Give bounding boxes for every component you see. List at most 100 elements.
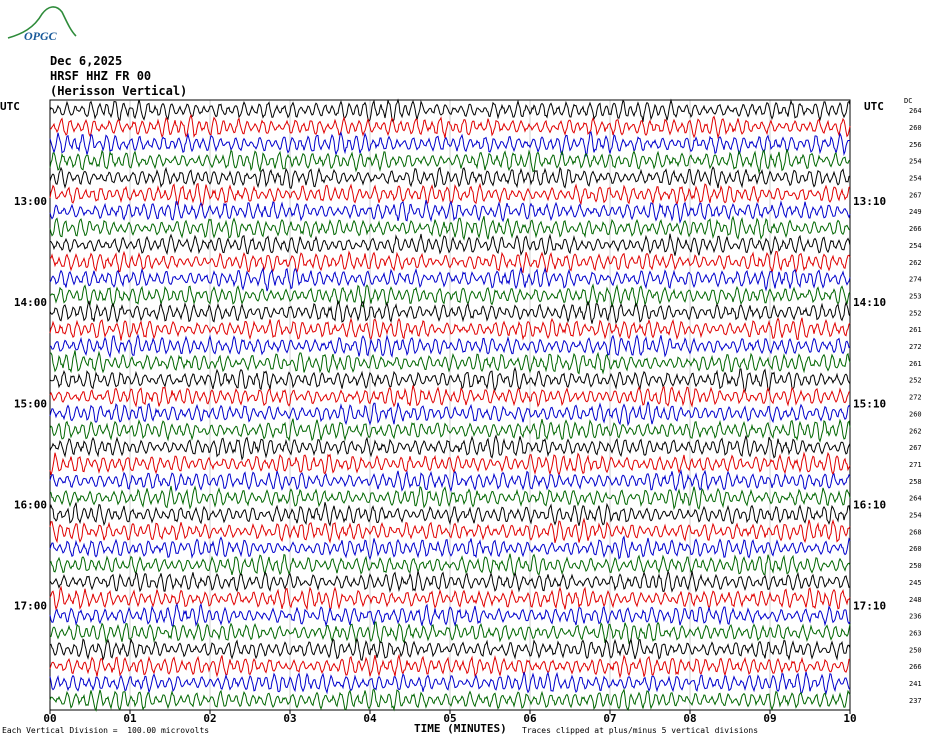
right-hour-label: 13:10 [853, 195, 886, 208]
dc-offset-label: 254 [909, 242, 922, 250]
seismic-trace [49, 317, 851, 341]
seismic-trace [49, 585, 851, 611]
x-tick-label: 04 [363, 712, 377, 725]
logo-text: OPGC [24, 29, 58, 43]
seismic-trace [49, 350, 851, 375]
dc-offset-label: 266 [909, 663, 922, 671]
right-utc-label: UTC [864, 100, 884, 113]
dc-offset-label: 254 [909, 175, 922, 183]
seismic-trace [49, 535, 851, 561]
header-date: Dec 6,2025 [50, 54, 123, 68]
dc-offset-label: 272 [909, 394, 922, 402]
x-tick-label: 07 [603, 712, 616, 725]
x-tick-label: 03 [283, 712, 296, 725]
dc-offset-label: 268 [909, 528, 922, 536]
x-tick-label: 06 [523, 712, 537, 725]
seismic-trace [49, 215, 851, 241]
x-tick-label: 08 [683, 712, 696, 725]
dc-offset-label: 254 [909, 512, 922, 520]
right-hour-label: 15:10 [853, 397, 886, 410]
dc-offset-label: 262 [909, 259, 922, 267]
scale-note: Each Vertical Division = 100.00 microvol… [2, 726, 210, 735]
seismic-trace [49, 299, 851, 325]
x-tick-label: 01 [123, 712, 137, 725]
dc-offset-label: 272 [909, 343, 922, 351]
seismic-trace [49, 517, 851, 544]
dc-offset-label: 264 [909, 495, 922, 503]
dc-offset-label: 267 [909, 191, 922, 199]
seismic-trace [49, 688, 851, 712]
dc-offset-label: 267 [909, 444, 922, 452]
header-station: HRSF HHZ FR 00 [50, 69, 152, 83]
dc-offset-label: 264 [909, 107, 922, 115]
dc-offset-labels: 264 260 256 254 254 267 249 266 254 262 274 253 252 2… [909, 107, 922, 705]
header-description: (Herisson Vertical) [50, 84, 188, 98]
x-axis-title: TIME (MINUTES) [414, 722, 507, 735]
right-hour-label: 16:10 [853, 498, 886, 511]
seismic-trace [49, 401, 851, 427]
seismic-trace [49, 182, 851, 208]
dc-offset-label: 274 [909, 276, 922, 284]
seismic-trace [49, 385, 850, 408]
dc-offset-label: 260 [909, 545, 922, 553]
dc-offset-label: 266 [909, 225, 922, 233]
dc-offset-label: 252 [909, 309, 922, 317]
dc-offset-label: 245 [909, 579, 922, 587]
seismic-trace [49, 149, 851, 175]
right-hour-label: 14:10 [853, 296, 886, 309]
seismic-trace [49, 502, 851, 527]
seismic-trace [49, 250, 851, 274]
dc-offset-label: 236 [909, 613, 922, 621]
x-tick-label: 00 [43, 712, 56, 725]
seismic-trace [49, 418, 851, 443]
seismic-trace [49, 553, 851, 577]
seismic-trace [49, 637, 851, 662]
dc-offset-label: 237 [909, 697, 922, 705]
seismic-trace [49, 98, 851, 123]
seismic-trace [49, 130, 850, 158]
x-axis-ticks: 00 01 02 03 04 05 06 07 08 09 10 [43, 710, 857, 725]
left-utc-label: UTC [0, 100, 20, 113]
dc-offset-label: 260 [909, 124, 922, 132]
x-tick-label: 05 [443, 712, 456, 725]
seismic-trace [49, 653, 851, 679]
left-hour-label: 17:00 [14, 600, 47, 613]
x-tick-label: 02 [203, 712, 216, 725]
left-hour-label: 16:00 [14, 498, 47, 511]
seismic-trace [49, 283, 851, 308]
seismic-trace [49, 485, 851, 511]
seismic-trace [49, 602, 851, 628]
dc-offset-label: 250 [909, 646, 922, 654]
seismic-trace [49, 366, 851, 394]
dc-offset-label: 248 [909, 596, 922, 604]
left-hour-label: 14:00 [14, 296, 47, 309]
dc-offset-label: 262 [909, 427, 922, 435]
seismic-trace [49, 199, 851, 224]
seismic-trace [49, 434, 851, 461]
x-tick-label: 09 [763, 712, 776, 725]
seismic-trace [49, 266, 851, 292]
logo-arc [7, 6, 77, 39]
seismic-trace [49, 333, 851, 359]
seismic-trace [49, 233, 851, 256]
dc-offset-label: 249 [909, 208, 922, 216]
dc-offset-label: 261 [909, 326, 922, 334]
seismic-trace [49, 469, 851, 493]
dc-offset-label: 271 [909, 461, 922, 469]
dc-offset-label: 261 [909, 360, 922, 368]
dc-offset-label: 258 [909, 478, 922, 486]
left-hour-label: 15:00 [14, 397, 47, 410]
dc-offset-label: 252 [909, 377, 922, 385]
seismic-trace [49, 113, 851, 140]
dc-offset-label: 253 [909, 292, 922, 300]
right-hour-label: 17:10 [853, 600, 886, 613]
dc-offset-label: 250 [909, 562, 922, 570]
dc-offset-label: 260 [909, 410, 922, 418]
seismic-trace [49, 166, 851, 190]
seismic-trace [49, 451, 851, 477]
left-hour-label: 13:00 [14, 195, 47, 208]
x-tick-label: 10 [843, 712, 856, 725]
seismic-trace [49, 671, 851, 696]
dc-offset-label: 263 [909, 629, 922, 637]
